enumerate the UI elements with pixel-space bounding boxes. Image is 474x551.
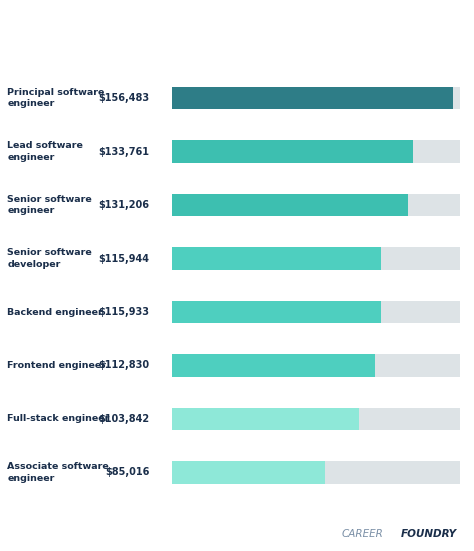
- Text: FOUNDRY: FOUNDRY: [401, 529, 456, 539]
- Text: $115,944: $115,944: [99, 253, 149, 263]
- Bar: [173, 461, 460, 484]
- Text: Associate software
engineer: Associate software engineer: [7, 462, 109, 483]
- Text: Principal software
engineer: Principal software engineer: [7, 88, 105, 109]
- Text: $112,830: $112,830: [98, 360, 149, 370]
- Text: Backend engineer: Backend engineer: [7, 307, 103, 316]
- Bar: [173, 354, 375, 377]
- Bar: [173, 408, 359, 430]
- Text: $156,483: $156,483: [98, 93, 149, 103]
- Bar: [173, 247, 460, 270]
- Text: Full-stack engineer: Full-stack engineer: [7, 414, 109, 424]
- Text: $103,842: $103,842: [98, 414, 149, 424]
- Text: SOFTWARE ENGINEER SALARIES BY POSITION: SOFTWARE ENGINEER SALARIES BY POSITION: [72, 26, 412, 40]
- Text: Senior software
developer: Senior software developer: [7, 248, 92, 269]
- Text: $85,016: $85,016: [105, 467, 149, 478]
- Bar: [173, 301, 460, 323]
- Text: CAREER: CAREER: [341, 529, 383, 539]
- Bar: [173, 247, 381, 270]
- Text: Frontend engineer: Frontend engineer: [7, 361, 106, 370]
- Bar: [173, 87, 453, 109]
- Bar: [173, 408, 460, 430]
- Bar: [173, 194, 408, 216]
- Text: $115,933: $115,933: [99, 307, 149, 317]
- Bar: [173, 141, 412, 163]
- Bar: [173, 87, 460, 109]
- Bar: [173, 301, 381, 323]
- Bar: [173, 141, 460, 163]
- Text: Lead software
engineer: Lead software engineer: [7, 141, 83, 162]
- Bar: [173, 461, 325, 484]
- Text: $133,761: $133,761: [99, 147, 149, 156]
- Bar: [173, 194, 460, 216]
- Text: $131,206: $131,206: [99, 200, 149, 210]
- Bar: [173, 354, 460, 377]
- Text: Senior software
engineer: Senior software engineer: [7, 195, 92, 215]
